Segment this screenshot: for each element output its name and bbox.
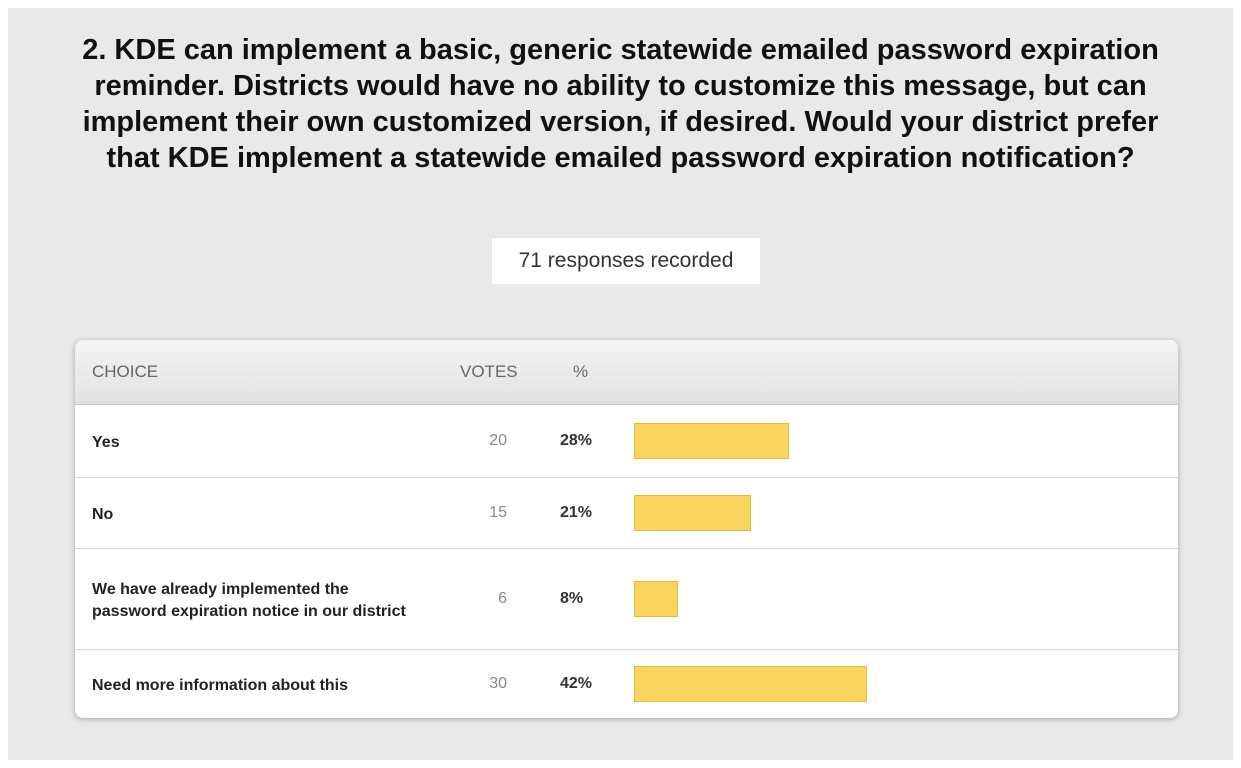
percent-label: 42% [560, 675, 593, 692]
table-header: CHOICE VOTES % [75, 340, 1178, 405]
table-row: Yes 20 28% [75, 405, 1178, 478]
table-row: Need more information about this 30 42% [75, 649, 1178, 718]
percent-bar [634, 423, 790, 459]
votes-count: 30 [489, 675, 507, 692]
votes-count: 20 [489, 432, 507, 449]
question-title: 2. KDE can implement a basic, generic st… [82, 34, 1159, 174]
percent-label: 28% [560, 432, 593, 449]
percent-bar [634, 494, 751, 531]
percent-label: 8% [560, 589, 584, 607]
votes-count: 6 [498, 589, 507, 607]
percent-bar [634, 666, 868, 702]
votes-count: 15 [489, 503, 507, 521]
results-table: CHOICE VOTES % Yes 20 28% No 15 21% We have al… [75, 340, 1178, 718]
header-cell: VOTES [460, 362, 518, 381]
choice-label: We have already implemented the password… [92, 580, 406, 620]
table-row: We have already implemented the password… [75, 548, 1178, 650]
choice-label: Yes [92, 434, 120, 451]
table-row: No 15 21% [75, 477, 1178, 549]
results-panel: 2. KDE can implement a basic, generic st… [8, 8, 1233, 760]
responses-count: 71 responses recorded [492, 238, 760, 284]
header-cell: % [573, 362, 589, 381]
choice-label: Need more information about this [92, 677, 349, 694]
choice-label: No [92, 505, 114, 523]
percent-bar [634, 580, 679, 617]
header-cell: CHOICE [92, 362, 159, 381]
percent-label: 21% [560, 503, 593, 521]
